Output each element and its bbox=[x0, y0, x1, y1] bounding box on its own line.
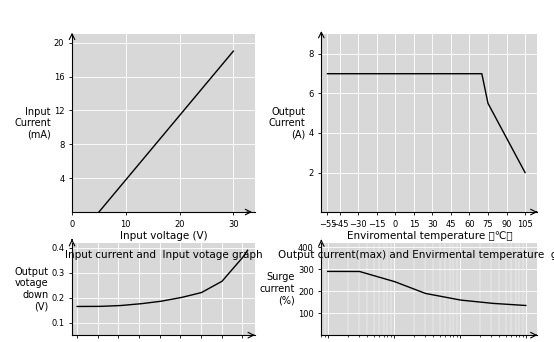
Text: Input voltage (V): Input voltage (V) bbox=[120, 231, 207, 241]
Y-axis label: Surge
current
(%): Surge current (%) bbox=[260, 272, 295, 306]
Text: Enviromental temperature （℃）: Enviromental temperature （℃） bbox=[347, 231, 512, 241]
Y-axis label: Input
Current
(mA): Input Current (mA) bbox=[14, 106, 51, 140]
Y-axis label: Output
votage
down
(V): Output votage down (V) bbox=[14, 267, 48, 311]
Text: Output current(max) and Envirmental temperature  graph: Output current(max) and Envirmental temp… bbox=[278, 250, 554, 260]
Text: Input current and  Input votage graph: Input current and Input votage graph bbox=[65, 250, 262, 260]
Y-axis label: Output
Current
(A): Output Current (A) bbox=[269, 106, 305, 140]
